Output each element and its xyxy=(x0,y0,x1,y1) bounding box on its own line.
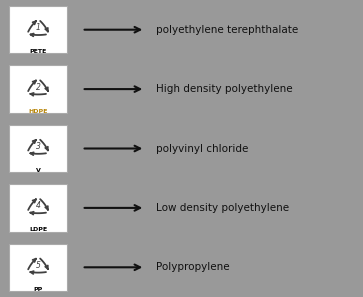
Text: polyvinyl chloride: polyvinyl chloride xyxy=(156,143,248,154)
Text: 3: 3 xyxy=(36,142,41,151)
FancyBboxPatch shape xyxy=(9,125,67,172)
Text: Low density polyethylene: Low density polyethylene xyxy=(156,203,289,213)
FancyBboxPatch shape xyxy=(9,244,67,291)
Text: LDPE: LDPE xyxy=(29,228,47,232)
Text: 4: 4 xyxy=(36,201,41,210)
FancyBboxPatch shape xyxy=(9,6,67,53)
Text: 5: 5 xyxy=(36,261,41,270)
Text: 1: 1 xyxy=(36,23,41,32)
Text: 2: 2 xyxy=(36,83,41,91)
Text: polyethylene terephthalate: polyethylene terephthalate xyxy=(156,25,298,35)
Text: Polypropylene: Polypropylene xyxy=(156,262,230,272)
Text: HDPE: HDPE xyxy=(28,109,48,113)
Text: High density polyethylene: High density polyethylene xyxy=(156,84,293,94)
Text: V: V xyxy=(36,168,41,173)
Text: PP: PP xyxy=(33,287,43,292)
FancyBboxPatch shape xyxy=(9,65,67,113)
Text: PETE: PETE xyxy=(29,49,47,54)
FancyBboxPatch shape xyxy=(9,184,67,232)
